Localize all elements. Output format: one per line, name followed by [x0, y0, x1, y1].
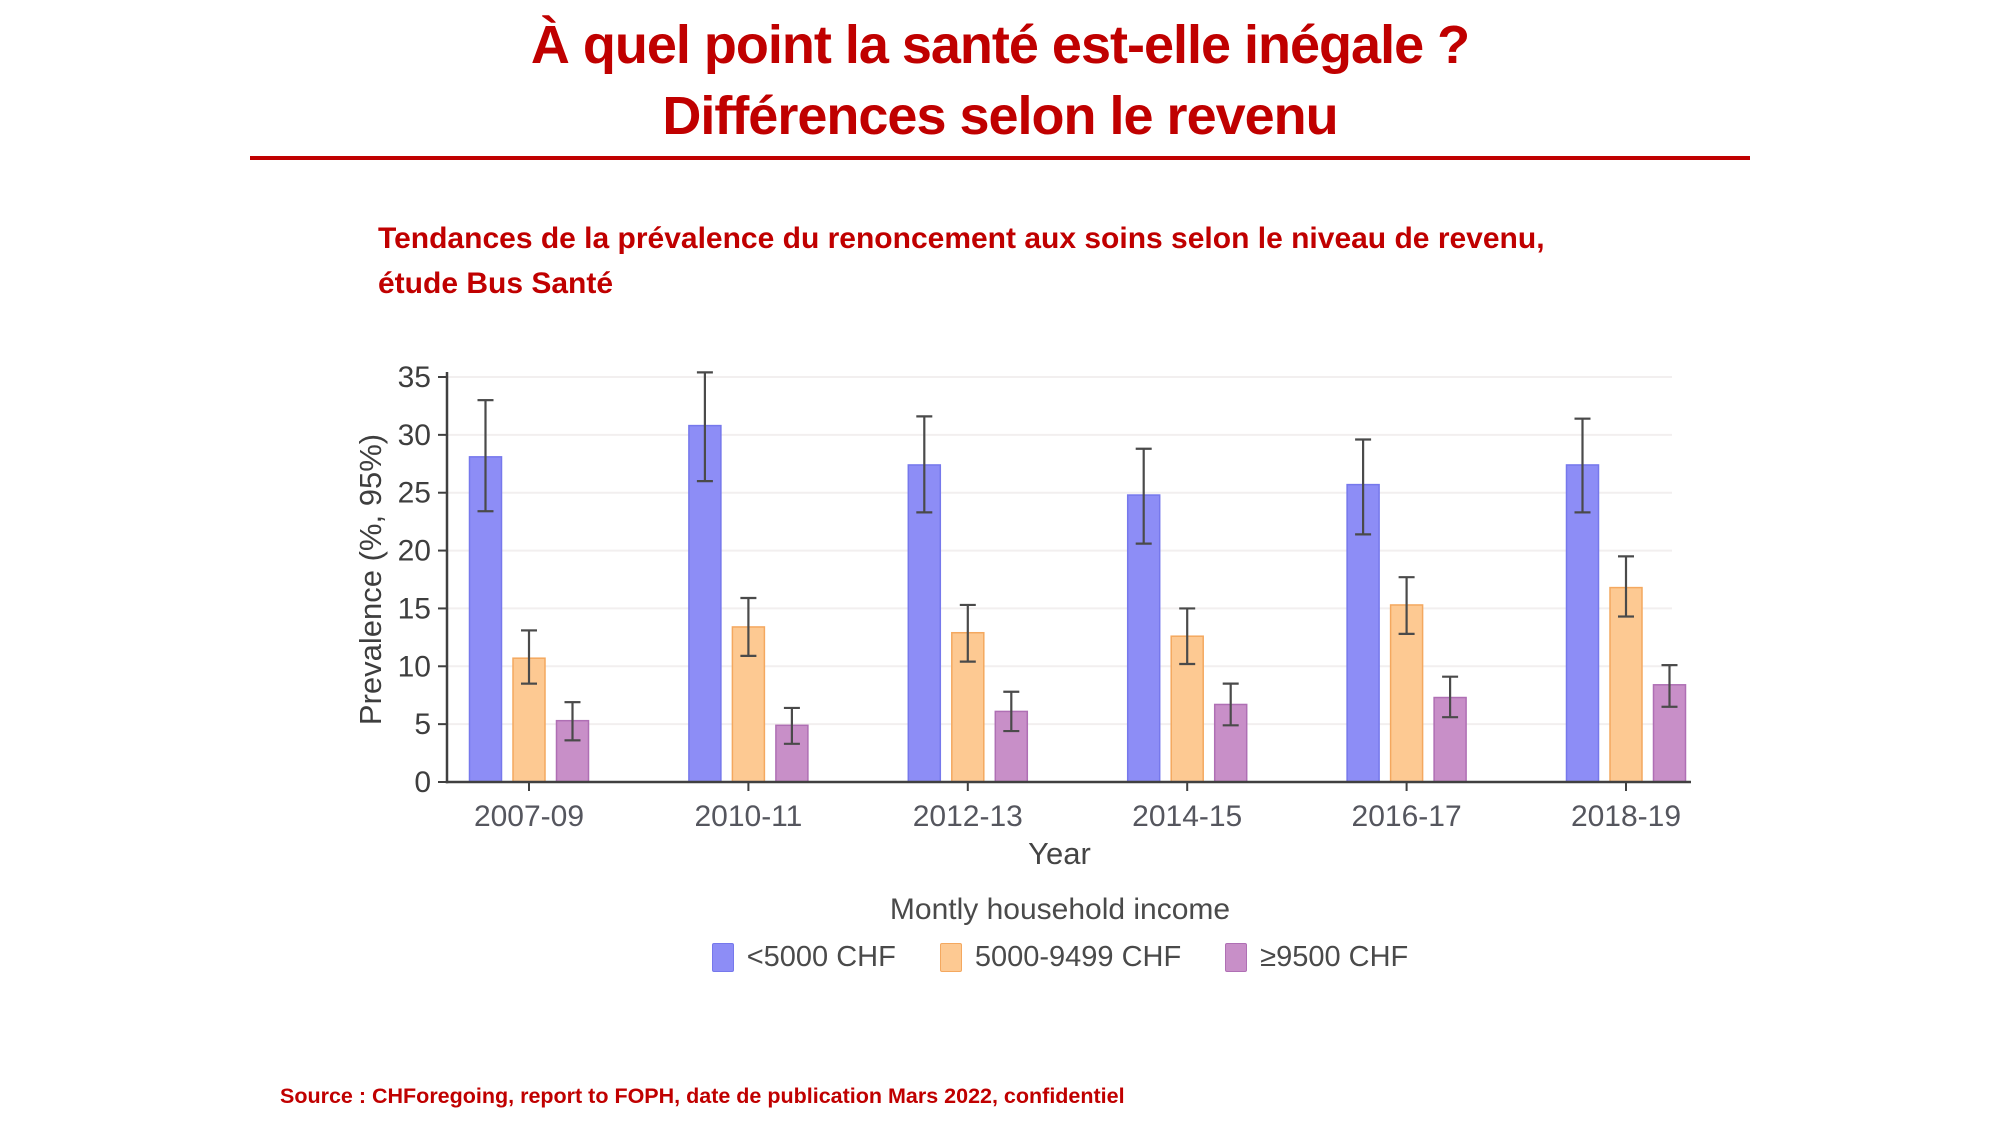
x-tick-label: 2007-09 [474, 800, 584, 833]
source-note: Source : CHForegoing, report to FOPH, da… [280, 1084, 1125, 1108]
legend-label-low-income: <5000 CHF [746, 941, 896, 973]
x-tick-label: 2014-15 [1132, 800, 1242, 833]
y-tick-label: 5 [414, 708, 431, 741]
prevalence-bar-chart: 2007-09 2010-11 2012-13 2014-15 2016-17 2018-… [355, 361, 1691, 871]
y-tick-label: 10 [398, 650, 431, 683]
chart-subtitle-line1: Tendances de la prévalence du renoncemen… [378, 222, 1545, 255]
x-tick-label: 2016-17 [1352, 800, 1462, 833]
bar [1565, 464, 1600, 783]
slide-title-line2: Différences selon le revenu [662, 86, 1338, 147]
bar [731, 626, 766, 783]
legend-swatch-high-income [1225, 943, 1248, 972]
chart-subtitle-line2: étude Bus Santé [378, 267, 614, 300]
legend-item-low-income: <5000 CHF [711, 941, 896, 974]
y-tick-label: 35 [398, 361, 431, 394]
legend-row: <5000 CHF 5000-9499 CHF ≥9500 CHF [711, 941, 1408, 974]
legend-label-high-income: ≥9500 CHF [1260, 941, 1409, 973]
legend-item-mid-income: 5000-9499 CHF [939, 941, 1182, 974]
y-tick-label: 25 [398, 477, 431, 510]
legend-swatch-low-income [711, 943, 734, 972]
legend-title: Montly household income [889, 893, 1231, 926]
bar [907, 464, 942, 783]
x-tick-label: 2018-19 [1571, 800, 1681, 833]
x-tick-label: 2010-11 [694, 800, 802, 833]
title-divider [250, 156, 1750, 160]
y-tick-label: 20 [398, 535, 431, 568]
slide-title: À quel point la santé est-elle inégale ?… [0, 10, 2000, 153]
y-tick-label: 15 [398, 592, 431, 625]
legend-label-mid-income: 5000-9499 CHF [974, 941, 1182, 973]
y-tick-label: 0 [414, 766, 431, 799]
x-axis-title: Year [1028, 836, 1091, 871]
chart-subtitle: Tendances de la prévalence du renoncemen… [378, 216, 1778, 306]
x-tick-label: 2012-13 [913, 800, 1023, 833]
legend-item-high-income: ≥9500 CHF [1225, 941, 1408, 974]
bar [1609, 586, 1643, 783]
y-axis-title: Prevalence (%, 95%) [355, 434, 388, 725]
slide-title-line1: À quel point la santé est-elle inégale ? [530, 15, 1470, 75]
y-tick-label: 30 [398, 419, 431, 452]
legend-swatch-mid-income [939, 943, 962, 972]
bar [688, 424, 722, 783]
chart-legend: Montly household income <5000 CHF 5000-9… [380, 893, 1740, 977]
